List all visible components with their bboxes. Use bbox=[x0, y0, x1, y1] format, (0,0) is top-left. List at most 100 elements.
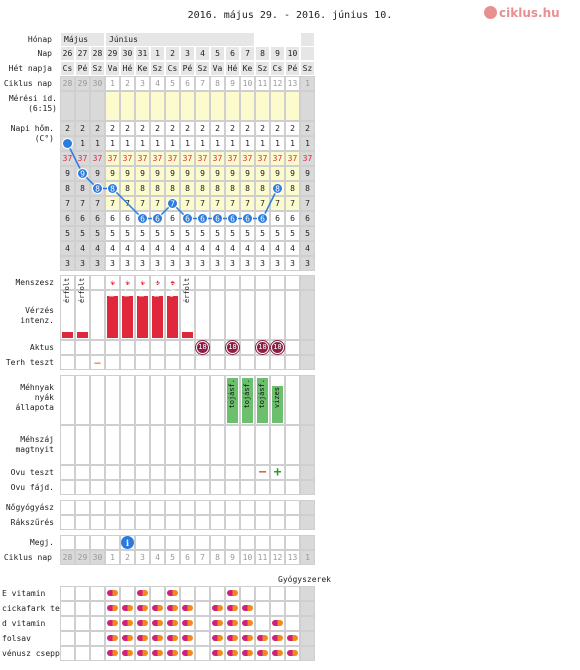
temperature-point[interactable] bbox=[137, 213, 148, 224]
pill-icon bbox=[167, 590, 178, 596]
medicine-cell bbox=[255, 616, 270, 631]
symptom-cell bbox=[195, 290, 210, 340]
day-header: 29 bbox=[105, 46, 120, 61]
temp-cell: 4 bbox=[120, 241, 135, 256]
temp-cell: 7 bbox=[195, 196, 210, 211]
symptom-cell bbox=[135, 465, 150, 480]
cycle-day-cell: 1 bbox=[300, 550, 315, 565]
weekday-header: Hé bbox=[120, 61, 135, 76]
weekday-header: Cs bbox=[60, 61, 75, 76]
row-label-line: Vérzés bbox=[25, 306, 54, 315]
temperature-point[interactable] bbox=[62, 138, 73, 149]
temperature-point[interactable] bbox=[227, 213, 238, 224]
site-logo[interactable]: ciklus.hu bbox=[484, 6, 560, 20]
temp-cell: 5 bbox=[150, 226, 165, 241]
pill-icon bbox=[227, 590, 238, 596]
temp-cell: 7 bbox=[150, 196, 165, 211]
symptom-cell bbox=[60, 500, 75, 515]
symptom-cell bbox=[120, 425, 135, 465]
symptom-cell bbox=[240, 515, 255, 530]
temperature-point[interactable] bbox=[167, 198, 178, 209]
bleeding-bar: érfolt bbox=[62, 278, 73, 338]
temperature-point[interactable] bbox=[212, 213, 223, 224]
pill-icon bbox=[212, 605, 223, 611]
temp-cell: 5 bbox=[120, 226, 135, 241]
symptom-cell bbox=[75, 355, 90, 370]
temperature-point[interactable] bbox=[197, 213, 208, 224]
temperature-point[interactable] bbox=[272, 183, 283, 194]
sex-18-icon: 18 bbox=[271, 341, 284, 354]
temp-cell: 3 bbox=[135, 256, 150, 271]
cycle-day-cell: 30 bbox=[90, 550, 105, 565]
row-label-line: E vitamin bbox=[2, 589, 46, 598]
temp-cell: 8 bbox=[75, 181, 90, 196]
temperature-point[interactable] bbox=[77, 168, 88, 179]
medicine-cell bbox=[255, 586, 270, 601]
weekday-header: Va bbox=[105, 61, 120, 76]
symptom-cell bbox=[240, 480, 255, 495]
cycle-day-cell: 6 bbox=[180, 76, 195, 91]
symptom-cell bbox=[285, 375, 300, 425]
symptom-cell bbox=[75, 500, 90, 515]
symptom-cell bbox=[225, 515, 240, 530]
symptom-cell bbox=[210, 535, 225, 550]
temperature-point[interactable] bbox=[242, 213, 253, 224]
ovu-negative-icon: − bbox=[258, 465, 267, 480]
symptom-cell bbox=[180, 275, 195, 290]
page-title: 2016. május 29. - 2016. június 10. bbox=[187, 10, 393, 21]
cycle-day-cell: 8 bbox=[210, 76, 225, 91]
measure-time-cell bbox=[195, 91, 210, 121]
temperature-point[interactable] bbox=[107, 183, 118, 194]
symptom-cell bbox=[60, 535, 75, 550]
bleeding-bar: Gyenge bbox=[167, 272, 178, 338]
row-label-note: Megj. bbox=[2, 538, 54, 548]
cycle-day-cell: 1 bbox=[105, 550, 120, 565]
temp-cell: 9 bbox=[255, 166, 270, 181]
symptom-cell bbox=[195, 275, 210, 290]
symptom-cell bbox=[90, 515, 105, 530]
temp-cell: 1 bbox=[210, 136, 225, 151]
symptom-cell bbox=[225, 535, 240, 550]
medicine-cell bbox=[90, 601, 105, 616]
temperature-point[interactable] bbox=[152, 213, 163, 224]
temp-cell: 37 bbox=[135, 151, 150, 166]
temp-cell: 2 bbox=[120, 121, 135, 136]
symptom-cell bbox=[255, 355, 270, 370]
temp-cell: 6 bbox=[60, 211, 75, 226]
row-label-line: állapota bbox=[15, 403, 54, 412]
temp-cell: 37 bbox=[225, 151, 240, 166]
symptom-cell bbox=[255, 480, 270, 495]
temp-cell: 7 bbox=[180, 196, 195, 211]
pill-icon bbox=[227, 635, 238, 641]
medicine-cell bbox=[75, 631, 90, 646]
temperature-point[interactable] bbox=[92, 183, 103, 194]
temp-cell: 7 bbox=[270, 196, 285, 211]
info-icon[interactable]: i bbox=[121, 536, 134, 549]
cycle-day-cell: 4 bbox=[150, 550, 165, 565]
medicine-cell bbox=[90, 646, 105, 661]
temp-cell: 5 bbox=[285, 226, 300, 241]
temp-cell: 1 bbox=[300, 136, 315, 151]
temp-cell: 2 bbox=[255, 121, 270, 136]
temp-cell: 6 bbox=[285, 211, 300, 226]
row-label-line: Megj. bbox=[29, 537, 54, 547]
temp-cell: 7 bbox=[225, 196, 240, 211]
temperature-point-label: 6 bbox=[215, 215, 220, 224]
temperature-point[interactable] bbox=[182, 213, 193, 224]
measure-time-cell bbox=[180, 91, 195, 121]
row-label-cycle-day: Ciklus nap bbox=[2, 79, 52, 89]
cervix-mucus-label: tojásf. bbox=[228, 379, 236, 409]
symptom-cell bbox=[60, 355, 75, 370]
symptom-cell bbox=[195, 535, 210, 550]
weekday-header: Cs bbox=[165, 61, 180, 76]
symptom-cell bbox=[60, 275, 75, 290]
temp-cell: 5 bbox=[195, 226, 210, 241]
temperature-point[interactable] bbox=[257, 213, 268, 224]
symptom-cell bbox=[210, 465, 225, 480]
temp-cell: 5 bbox=[300, 226, 315, 241]
weekday-header: Va bbox=[210, 61, 225, 76]
symptom-cell bbox=[75, 340, 90, 355]
symptom-cell bbox=[60, 425, 75, 465]
symptom-cell bbox=[165, 355, 180, 370]
